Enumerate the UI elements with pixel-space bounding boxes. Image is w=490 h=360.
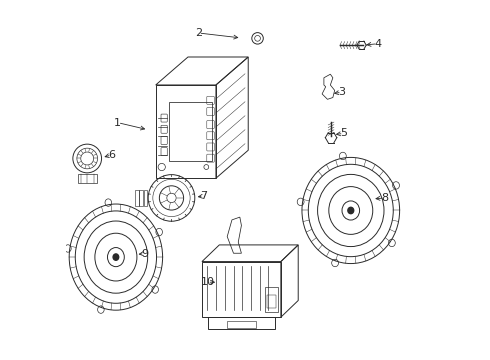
Bar [78, 174, 97, 183]
Text: 9: 9 [141, 248, 148, 258]
Bar [227, 320, 256, 328]
Bar [267, 295, 276, 308]
Bar [135, 190, 139, 206]
Bar [265, 287, 278, 312]
Bar [140, 190, 143, 206]
Text: 4: 4 [374, 39, 381, 49]
Text: 1: 1 [114, 118, 121, 128]
Text: 8: 8 [381, 193, 389, 203]
Text: 6: 6 [108, 150, 115, 160]
Ellipse shape [113, 254, 119, 260]
Bar [144, 190, 147, 206]
Bar [202, 262, 281, 317]
Text: 10: 10 [200, 277, 214, 287]
Text: 2: 2 [195, 28, 202, 38]
Text: 5: 5 [340, 129, 347, 138]
Text: 3: 3 [338, 87, 345, 97]
Ellipse shape [348, 207, 354, 214]
Bar [169, 102, 212, 161]
Text: 7: 7 [200, 191, 207, 201]
